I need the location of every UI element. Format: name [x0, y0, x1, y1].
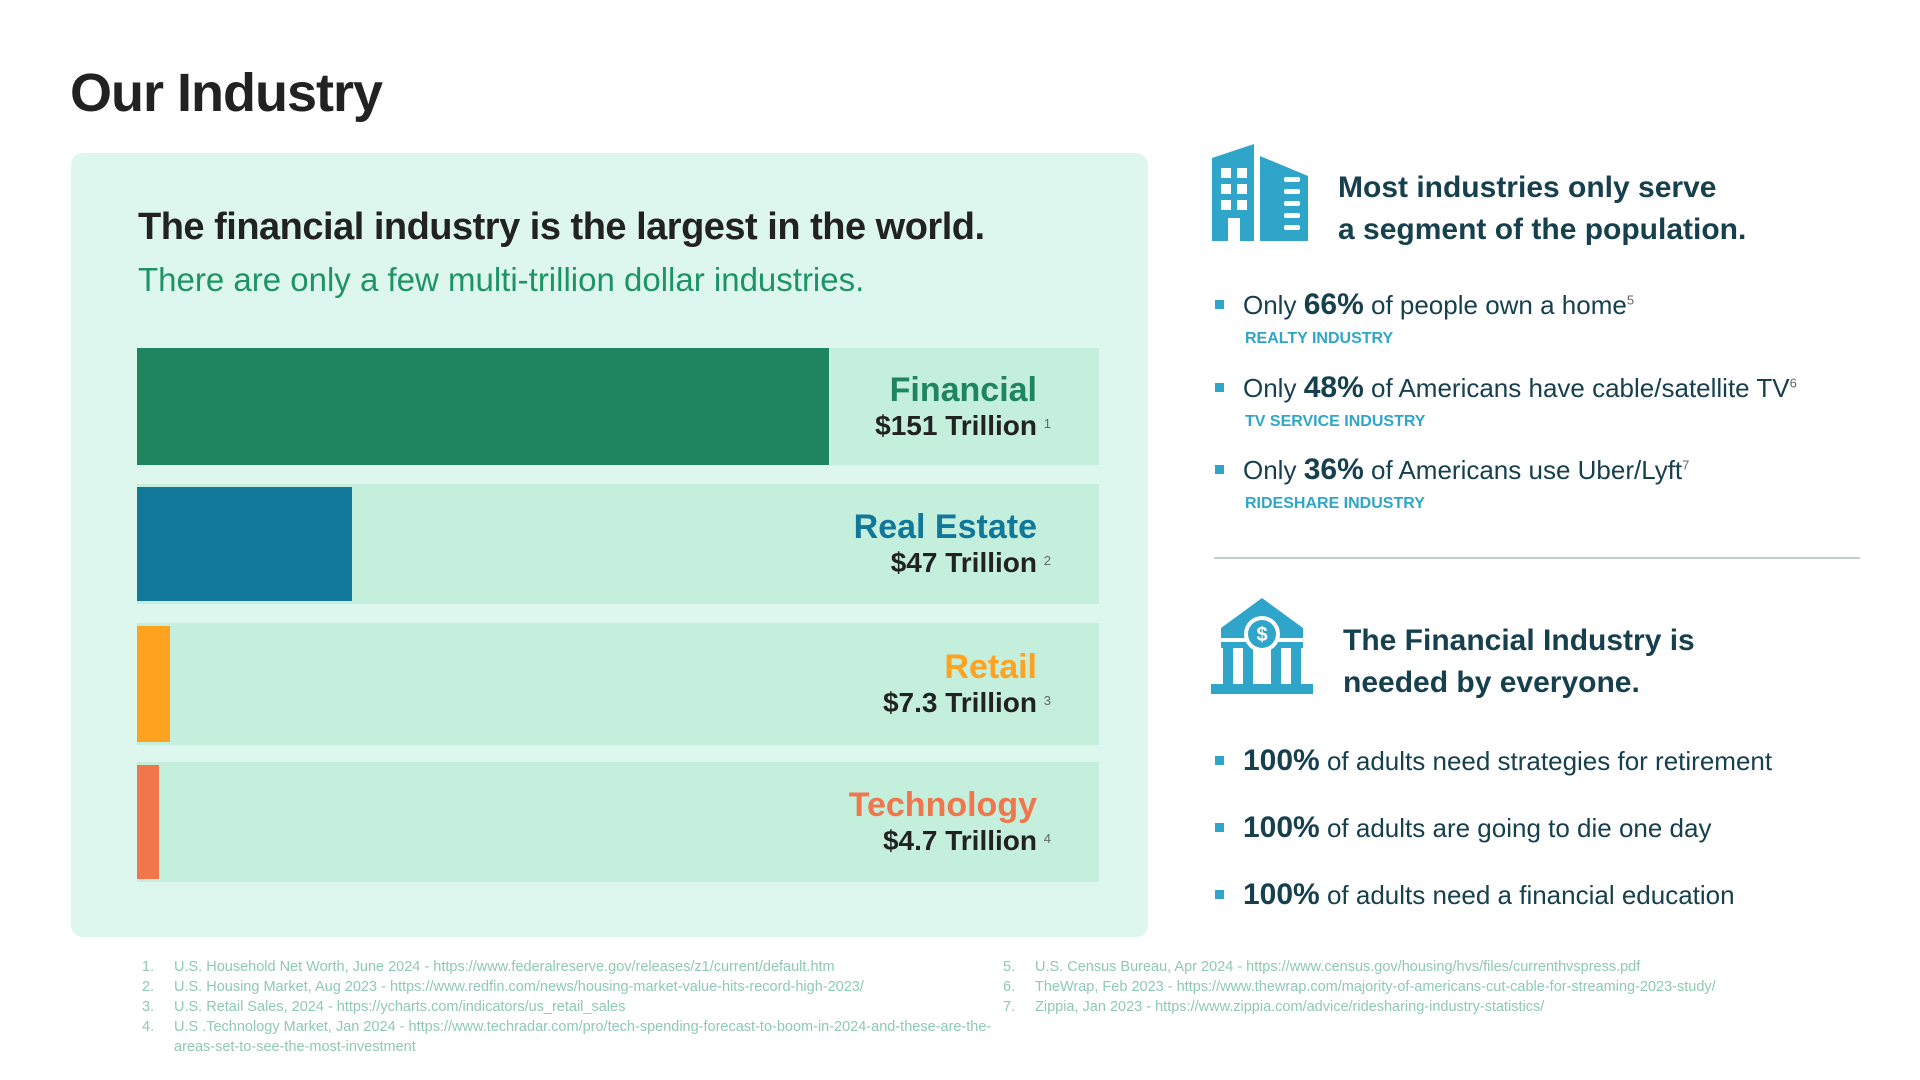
bar — [137, 626, 171, 742]
bullet-icon — [1215, 890, 1224, 899]
footnote-text: U.S. Housing Market, Aug 2023 - https://… — [174, 979, 864, 995]
bar — [137, 348, 829, 465]
footnote: 6. TheWrap, Feb 2023 - https://www.thewra… — [1003, 977, 1883, 997]
footnote-ref: 7 — [1682, 457, 1690, 473]
segment-item: Only 48% of Americans have cable/satelli… — [1215, 371, 1797, 431]
bar — [137, 765, 159, 879]
footnote-ref: 6 — [1789, 375, 1797, 391]
bar-row-real-estate: Real Estate $47 Trillion 2 — [137, 484, 1099, 604]
item-text: of Americans have cable/satellite TV — [1370, 373, 1790, 403]
footnote-ref: 3 — [1043, 693, 1051, 708]
value-text: $47 Trillion — [890, 547, 1037, 578]
footnote: 1. U.S. Household Net Worth, June 2024 - … — [142, 957, 1002, 977]
everyone-heading-line2: needed by everyone. — [1343, 666, 1640, 699]
bar-row-retail: Retail $7.3 Trillion 3 — [137, 623, 1099, 745]
footnote-text: U.S. Census Bureau, Apr 2024 - https://w… — [1035, 959, 1641, 975]
category-label: Technology — [848, 786, 1037, 824]
category-label: Financial — [889, 370, 1037, 409]
value-label: $151 Trillion 1 — [875, 409, 1051, 443]
bar-label: Retail $7.3 Trillion 3 — [882, 648, 1051, 720]
bullet-icon — [1215, 383, 1224, 392]
industry-tag: REALTY INDUSTRY — [1245, 330, 1394, 347]
footnote-text: Zippia, Jan 2023 - https://www.zippia.co… — [1035, 999, 1545, 1015]
item-prefix: Only — [1243, 373, 1297, 403]
footnote: 3. U.S. Retail Sales, 2024 - https://ycha… — [142, 997, 1002, 1017]
bar-label: Technology $4.7 Trillion 4 — [848, 786, 1051, 858]
footnote-ref: 2 — [1043, 553, 1051, 568]
bullet-icon — [1215, 756, 1224, 765]
footnote-number: 1. — [142, 959, 155, 975]
category-label: Real Estate — [853, 508, 1037, 546]
segment-heading-line1: Most industries only serve — [1338, 171, 1717, 204]
item-text: of Americans use Uber/Lyft — [1370, 455, 1683, 485]
bar-row-financial: Financial $151 Trillion 1 — [137, 348, 1099, 465]
item-stat: 100% — [1243, 811, 1320, 844]
value-text: $7.3 Trillion — [882, 687, 1037, 718]
footnote-number: 5. — [1003, 959, 1016, 975]
value-label: $7.3 Trillion 3 — [882, 686, 1051, 720]
footnote-number: 2. — [142, 979, 155, 995]
footnote-number: 6. — [1003, 979, 1016, 995]
item-stat: 36% — [1303, 453, 1364, 486]
bar-label: Real Estate $47 Trillion 2 — [853, 508, 1051, 580]
value-text: $4.7 Trillion — [882, 825, 1037, 856]
item-text: of adults are going to die one day — [1326, 813, 1712, 843]
footnote-ref: 1 — [1043, 415, 1051, 431]
footnote-number: 4. — [142, 1019, 155, 1035]
segment-item: Only 66% of people own a home5 REALTY IND… — [1215, 288, 1634, 348]
footnote-number: 3. — [142, 999, 155, 1015]
value-label: $4.7 Trillion 4 — [849, 824, 1051, 858]
footnote: 7. Zippia, Jan 2023 - https://www.zippia.… — [1003, 997, 1883, 1017]
bullet-icon — [1215, 300, 1224, 309]
item-stat: 66% — [1303, 288, 1364, 321]
bar-row-technology: Technology $4.7 Trillion 4 — [137, 762, 1099, 882]
footnotes-left: 1. U.S. Household Net Worth, June 2024 - … — [142, 957, 1002, 1057]
industry-tag: RIDESHARE INDUSTRY — [1245, 495, 1425, 512]
footnote: 2. U.S. Housing Market, Aug 2023 - https:… — [142, 977, 1002, 997]
category-label: Retail — [944, 648, 1037, 686]
bullet-icon — [1215, 465, 1224, 474]
segment-item: Only 36% of Americans use Uber/Lyft7 RIDE… — [1215, 453, 1689, 513]
bullet-icon — [1215, 823, 1224, 832]
item-stat: 48% — [1303, 371, 1364, 404]
divider — [1214, 557, 1860, 559]
everyone-item: 100% of adults are going to die one day — [1215, 811, 1711, 845]
value-text: $151 Trillion — [875, 409, 1037, 441]
everyone-item: 100% of adults need strategies for retir… — [1215, 744, 1772, 778]
bank-icon: $ — [1211, 598, 1313, 694]
item-text: of people own a home — [1370, 290, 1627, 320]
footnote-ref: 5 — [1626, 292, 1635, 308]
chart-title: The financial industry is the largest in… — [138, 206, 985, 248]
everyone-heading-line1: The Financial Industry is — [1343, 624, 1695, 657]
bar — [137, 487, 353, 601]
page-title: Our Industry — [70, 63, 383, 123]
footnote: 4. U.S .Technology Market, Jan 2024 - htt… — [142, 1017, 1002, 1057]
item-stat: 100% — [1243, 878, 1320, 911]
item-text: of adults need a financial education — [1326, 880, 1735, 910]
industry-tag: TV SERVICE INDUSTRY — [1245, 413, 1426, 430]
building-icon — [1212, 144, 1308, 241]
footnote-number: 7. — [1003, 999, 1016, 1015]
value-label: $47 Trillion 2 — [854, 546, 1051, 580]
bar-label: Financial $151 Trillion 1 — [875, 370, 1051, 443]
segment-heading: Most industries only serve a segment of … — [1338, 167, 1746, 251]
item-prefix: Only — [1243, 290, 1297, 320]
item-text: of adults need strategies for retirement — [1326, 746, 1773, 776]
item-prefix: Only — [1243, 455, 1297, 485]
everyone-item: 100% of adults need a financial educatio… — [1215, 878, 1735, 912]
chart-subtitle: There are only a few multi-trillion doll… — [138, 261, 865, 298]
footnote-text: TheWrap, Feb 2023 - https://www.thewrap.… — [1035, 979, 1716, 995]
footnote-text: U.S .Technology Market, Jan 2024 - https… — [174, 1019, 992, 1055]
footnote-text: U.S. Household Net Worth, June 2024 - ht… — [174, 959, 835, 975]
footnote-text: U.S. Retail Sales, 2024 - https://ychart… — [174, 999, 626, 1015]
footnote-ref: 4 — [1043, 831, 1051, 846]
footnotes-right: 5. U.S. Census Bureau, Apr 2024 - https:/… — [1003, 957, 1883, 1017]
footnote: 5. U.S. Census Bureau, Apr 2024 - https:/… — [1003, 957, 1883, 977]
item-stat: 100% — [1243, 744, 1320, 777]
segment-heading-line2: a segment of the population. — [1338, 213, 1747, 246]
everyone-heading: The Financial Industry is needed by ever… — [1343, 620, 1695, 704]
svg-text:$: $ — [1256, 624, 1267, 646]
